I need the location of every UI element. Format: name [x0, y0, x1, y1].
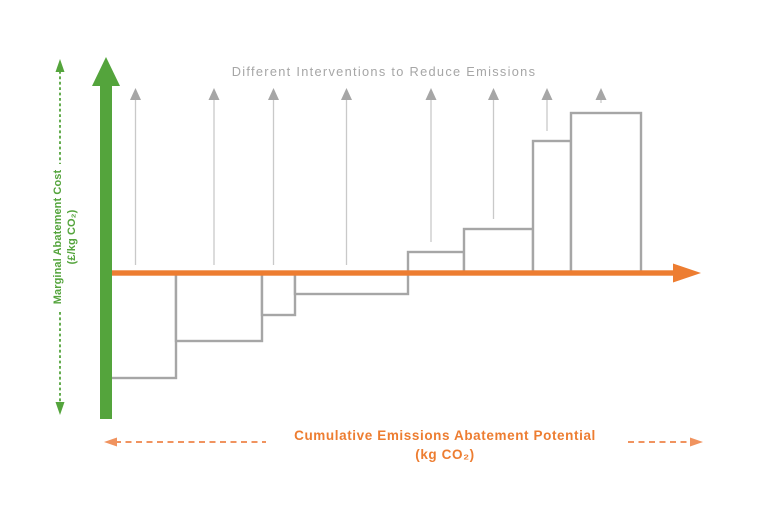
intervention-bar-7 [531, 139, 573, 275]
intervention-arrows-group [130, 88, 607, 265]
up-arrow-head-icon [130, 88, 141, 100]
x-axis-arrowhead-icon [673, 263, 701, 283]
intervention-bar-3 [260, 271, 297, 317]
x-range-right-arrowhead-icon [690, 437, 703, 447]
up-arrow-head-icon [268, 88, 279, 100]
x-axis-line [101, 270, 676, 276]
x-range-dashed-arrows [104, 437, 703, 447]
x-axis-label: Cumulative Emissions Abatement Potential… [245, 426, 645, 464]
x-range-left-arrowhead-icon [104, 437, 117, 447]
up-arrow-head-icon [208, 88, 220, 100]
up-arrow-head-icon [425, 88, 437, 100]
intervention-bar-5 [406, 250, 466, 275]
y-axis-line [100, 80, 112, 419]
up-arrow-head-icon [541, 88, 553, 100]
bars-group [103, 111, 643, 380]
up-arrow-head-icon [595, 88, 607, 100]
y-range-dashed-arrow [55, 59, 65, 415]
y-axis-arrow [92, 57, 120, 419]
chart-title: Different Interventions to Reduce Emissi… [231, 64, 537, 79]
intervention-bar-8 [569, 111, 643, 275]
y-range-up-arrowhead-icon [55, 59, 65, 72]
intervention-bar-6 [462, 227, 535, 275]
y-range-down-arrowhead-icon [55, 402, 65, 415]
x-axis-label-line1: Cumulative Emissions Abatement Potential [294, 428, 596, 443]
intervention-bar-4 [293, 271, 410, 296]
up-arrow-head-icon [488, 88, 499, 100]
x-axis-arrow [101, 263, 701, 283]
x-axis-label-line2: (kg CO₂) [415, 447, 475, 462]
y-axis-arrowhead-icon [92, 57, 120, 86]
intervention-bar-1 [103, 271, 178, 380]
up-arrow-head-icon [341, 88, 352, 100]
intervention-bar-2 [174, 271, 264, 343]
